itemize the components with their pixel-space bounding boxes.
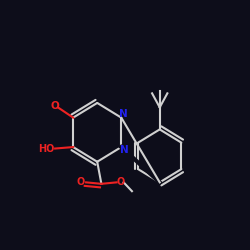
Text: N: N bbox=[119, 109, 128, 119]
Text: O: O bbox=[50, 101, 59, 111]
Text: HO: HO bbox=[38, 144, 54, 154]
Text: O: O bbox=[117, 177, 125, 187]
Text: O: O bbox=[76, 177, 85, 187]
Text: N: N bbox=[120, 145, 128, 155]
